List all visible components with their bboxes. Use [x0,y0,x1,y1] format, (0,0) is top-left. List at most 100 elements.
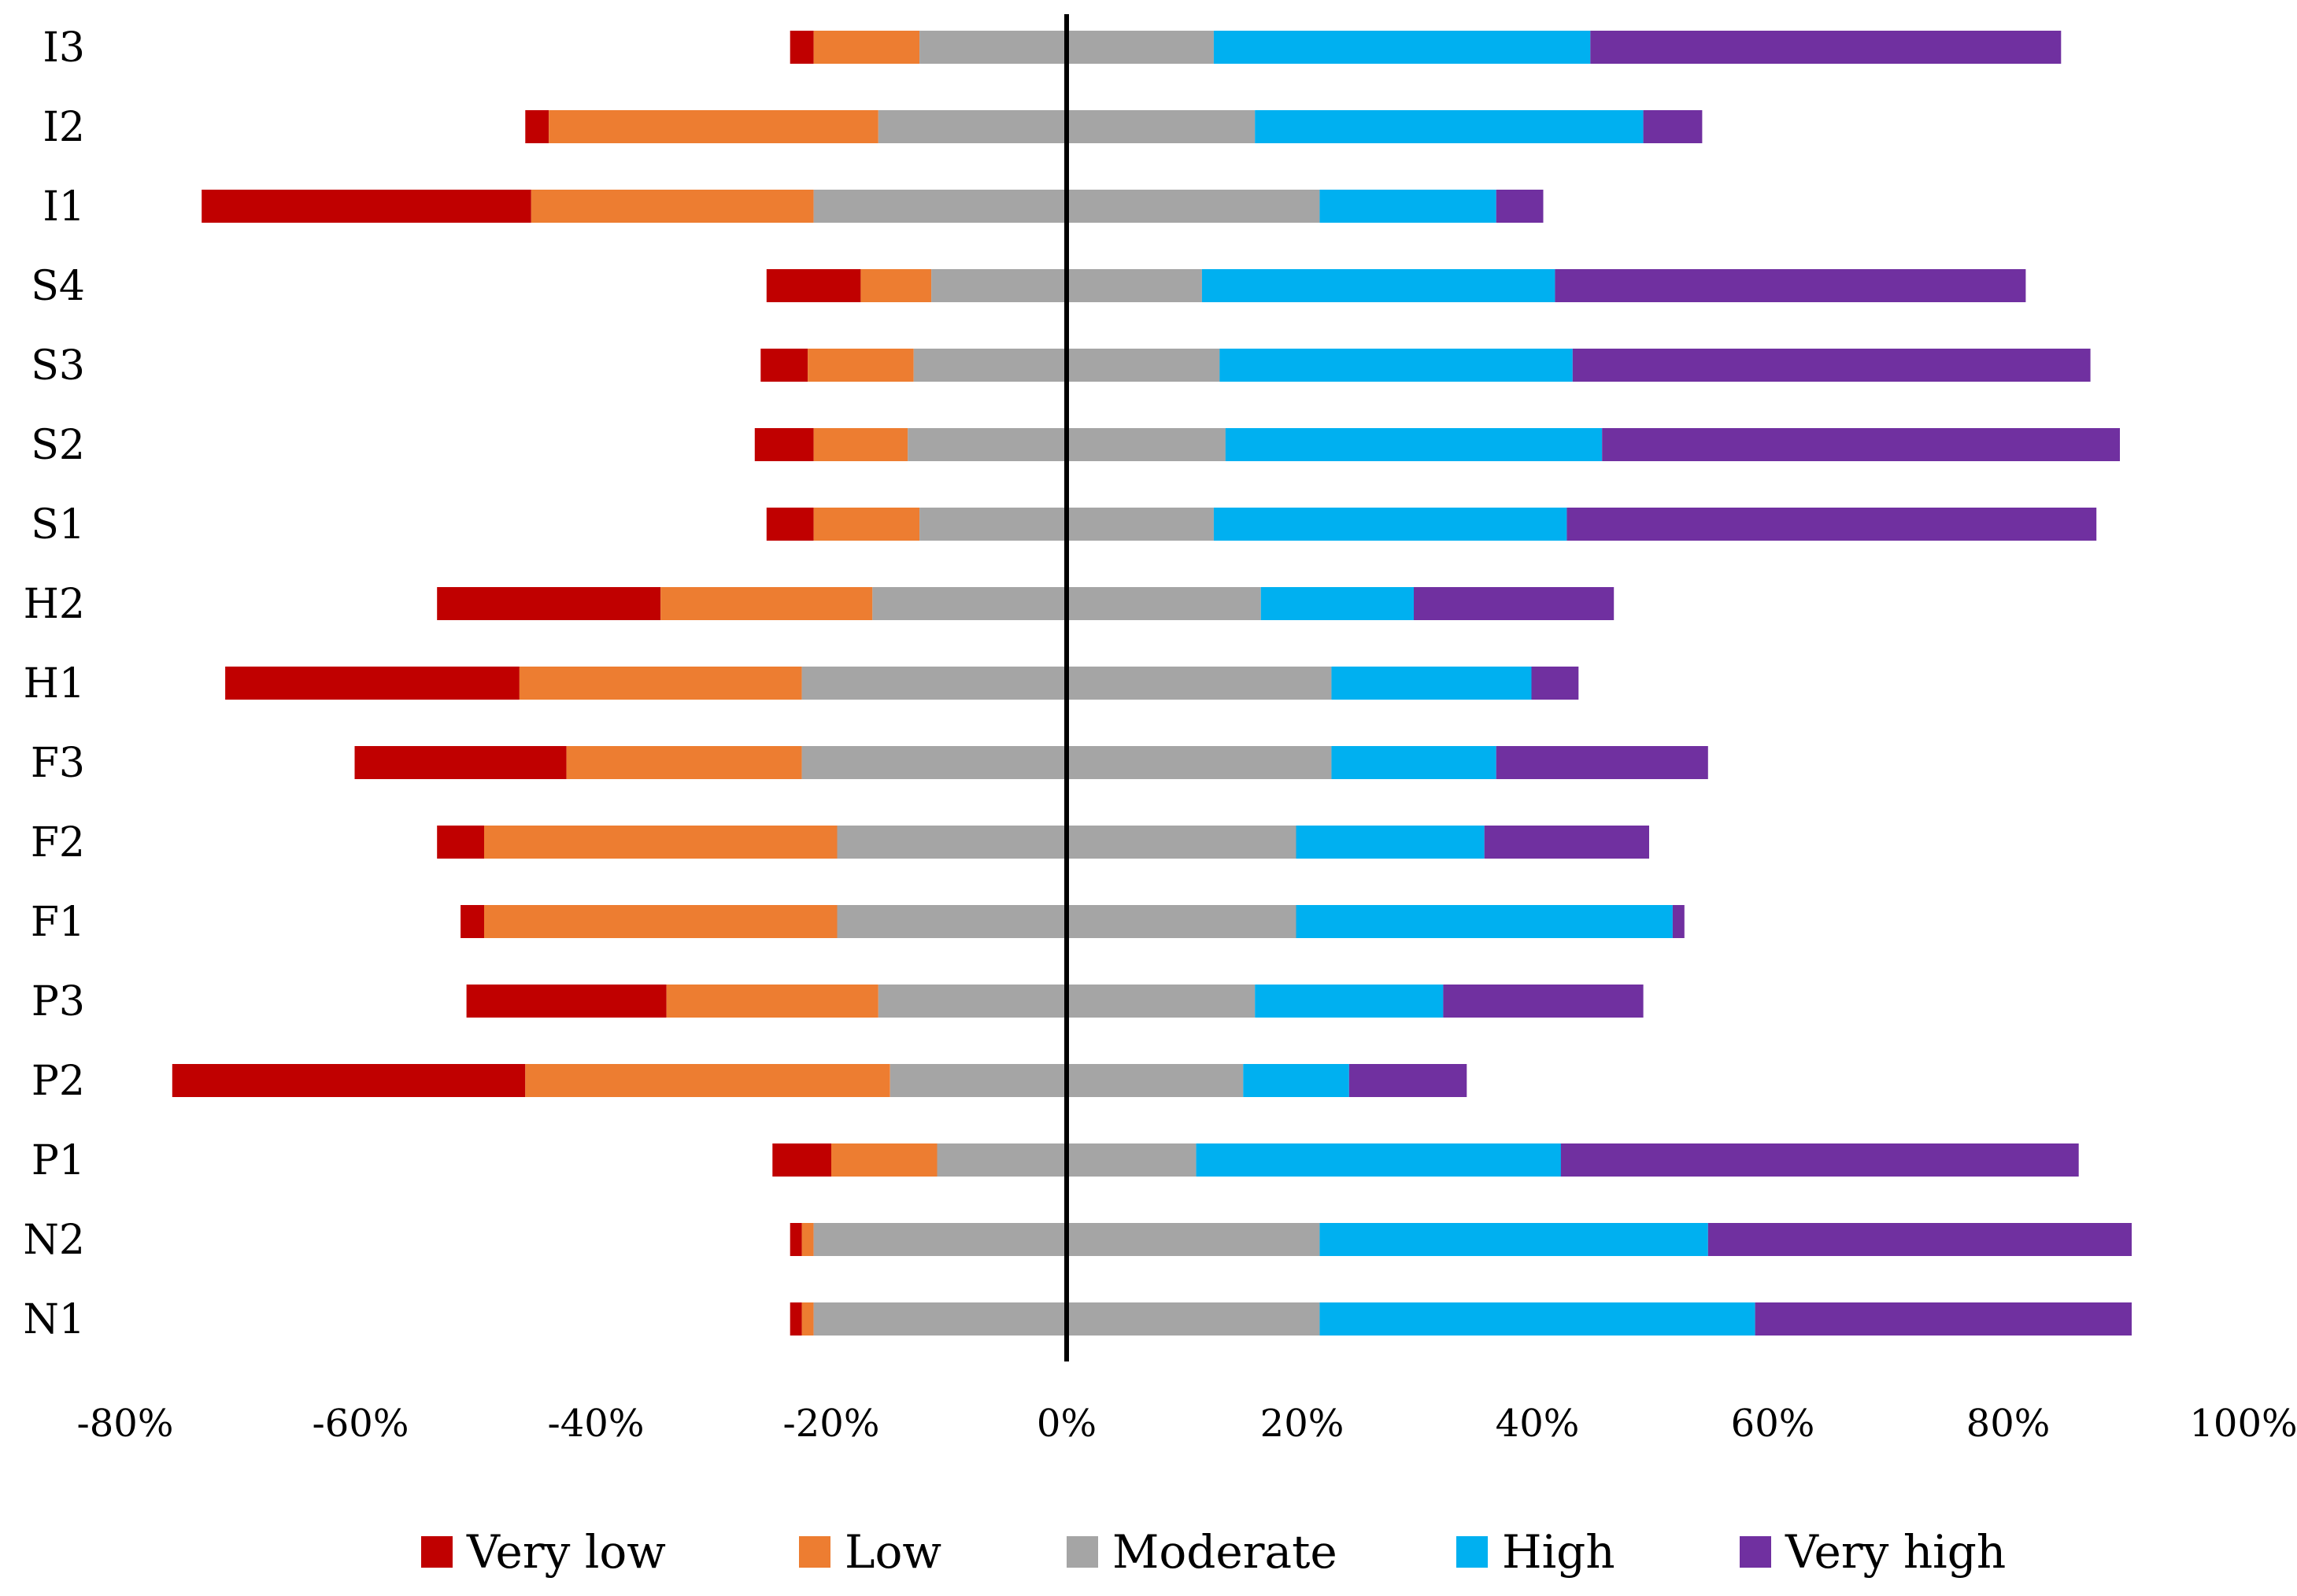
bar-I3-low [813,31,920,64]
bar-N2-very-low [790,1223,802,1256]
bar-S4-very-high [1555,269,2026,302]
bar-H1-very-high [1531,667,1579,700]
bar-I1-very-high [1496,190,1544,223]
x-tick-label: 20% [1260,1402,1345,1446]
category-label-I2: I2 [43,104,85,151]
bar-N1-high [1319,1302,1755,1336]
bar-P3-very-high [1443,985,1644,1018]
bar-N1-low [801,1302,814,1336]
bar-F3-high [1331,746,1496,779]
x-tick-label: 60% [1731,1402,1815,1446]
bar-N2-low [801,1223,814,1256]
legend-label-moderate: Moderate [1112,1525,1337,1579]
bar-H1-high [1331,667,1532,700]
bar-I2-low [549,110,878,143]
category-label-F3: F3 [31,740,85,787]
x-tick-label: 0% [1037,1402,1097,1446]
category-label-P1: P1 [31,1137,85,1184]
category-label-F2: F2 [31,819,85,866]
bar-F1-high [1296,905,1673,938]
category-label-P3: P3 [31,978,85,1025]
legend-label-very-high: Very high [1785,1525,2006,1579]
bar-N2-high [1319,1223,1708,1256]
category-label-P2: P2 [31,1058,85,1105]
bar-S1-high [1213,508,1567,541]
category-label-S1: S1 [31,501,85,549]
bar-F1-low [484,905,838,938]
bar-S1-low [813,508,920,541]
bar-I1-very-low [202,190,531,223]
bar-S3-very-low [760,349,808,382]
bar-F3-very-high [1496,746,1708,779]
x-axis-tick-labels: -80% -60% -40% -20% 0% 20% 40% 60% 80% 100% [77,1402,2297,1446]
category-label-I3: I3 [43,24,85,72]
bar-S2-low [813,428,908,461]
bar-I3-high [1213,31,1591,64]
bar-F2-very-low [437,826,484,859]
category-label-F1: F1 [31,899,85,946]
bar-H2-high [1260,587,1415,620]
bar-F1-very-low [461,905,484,938]
bar-P1-very-high [1560,1143,2079,1177]
legend-label-low: Low [845,1525,941,1579]
bar-F3-low [566,746,802,779]
x-tick-label: -60% [313,1402,409,1446]
bar-H2-very-low [437,587,661,620]
bar-F2-very-high [1484,826,1649,859]
bar-I3-very-high [1590,31,2062,64]
bar-S1-very-low [766,508,814,541]
bar-F1-very-high [1672,905,1685,938]
bar-S3-very-high [1572,349,2091,382]
bar-I1-low [531,190,814,223]
bar-S3-high [1219,349,1573,382]
bar-F3-very-low [354,746,567,779]
bar-S4-very-low [766,269,861,302]
bars-layer [172,31,2132,1336]
bar-P1-high [1196,1143,1561,1177]
bar-P3-very-low [466,985,667,1018]
bar-I2-high [1255,110,1644,143]
x-tick-label: 80% [1966,1402,2051,1446]
bar-P1-very-low [772,1143,832,1177]
x-tick-label: 100% [2189,1402,2297,1446]
bar-H1-low [519,667,802,700]
category-label-I1: I1 [43,183,85,231]
bar-P2-very-high [1348,1064,1467,1097]
bar-P2-very-low [172,1064,526,1097]
legend-swatch-very-high [1740,1536,1771,1568]
category-label-H1: H1 [24,660,85,707]
x-tick-label: 40% [1496,1402,1580,1446]
bar-S2-very-high [1602,428,2120,461]
category-label-N2: N2 [23,1217,85,1264]
bar-S1-very-high [1566,508,2097,541]
bar-P3-high [1255,985,1444,1018]
bar-S4-high [1201,269,1555,302]
bar-F2-high [1296,826,1485,859]
x-tick-label: -20% [783,1402,880,1446]
category-label-H2: H2 [24,581,85,628]
legend-label-very-low: Very low [466,1525,666,1579]
bar-N1-very-high [1755,1302,2132,1336]
category-label-S3: S3 [31,342,85,390]
bar-N1-very-low [790,1302,802,1336]
category-label-S2: S2 [31,422,85,469]
x-tick-label: -80% [77,1402,174,1446]
bar-S3-low [808,349,914,382]
bar-P3-low [666,985,878,1018]
bar-H2-very-high [1414,587,1615,620]
bar-S2-high [1225,428,1603,461]
bar-P2-high [1243,1064,1349,1097]
category-label-N1: N1 [23,1296,85,1343]
bar-S4-low [860,269,932,302]
bar-H1-very-low [225,667,520,700]
x-tick-label: -40% [548,1402,645,1446]
category-label-S4: S4 [31,263,85,310]
bar-P1-low [831,1143,938,1177]
bar-I3-very-low [790,31,814,64]
bar-I2-very-high [1643,110,1703,143]
legend-swatch-very-low [421,1536,453,1568]
legend-swatch-high [1456,1536,1488,1568]
category-labels: I3 I2 I1 S4 S3 S2 S1 H2 H1 F3 F2 F1 P3 P2 P1 N2 N1 [23,24,85,1343]
bar-H2-low [660,587,873,620]
